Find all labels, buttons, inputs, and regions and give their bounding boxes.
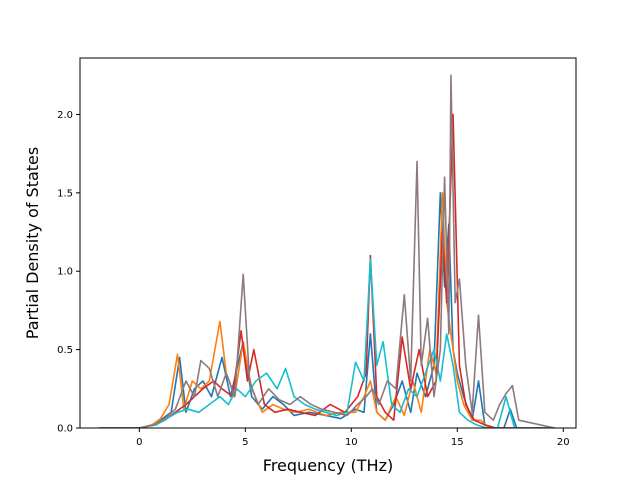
series-line-5 [99,74,555,428]
y-axis-label: Partial Density of States [23,147,42,339]
series-line-2 [99,192,555,428]
plot-frame [79,57,577,429]
x-axis-label: Frequency (THz) [263,456,393,475]
y-tick-label: 2.0 [57,110,73,121]
y-tick-label: 1.0 [57,267,73,278]
series-line-4 [99,257,555,428]
series-line-3 [99,113,555,428]
series-layer [99,74,555,428]
x-tick-label: 15 [451,437,464,448]
x-tick-label: 10 [345,437,358,448]
y-tick-label: 0.5 [57,345,73,356]
x-tick-label: 5 [242,437,248,448]
x-tick-label: 20 [557,437,570,448]
ticks-layer: 0 5 10 15 20 0.0 0.5 1.0 1.5 2.0 [57,110,570,448]
x-tick-label: 0 [136,437,142,448]
y-tick-label: 0.0 [57,424,73,435]
series-line-1 [99,192,555,428]
y-tick-label: 1.5 [57,188,73,199]
